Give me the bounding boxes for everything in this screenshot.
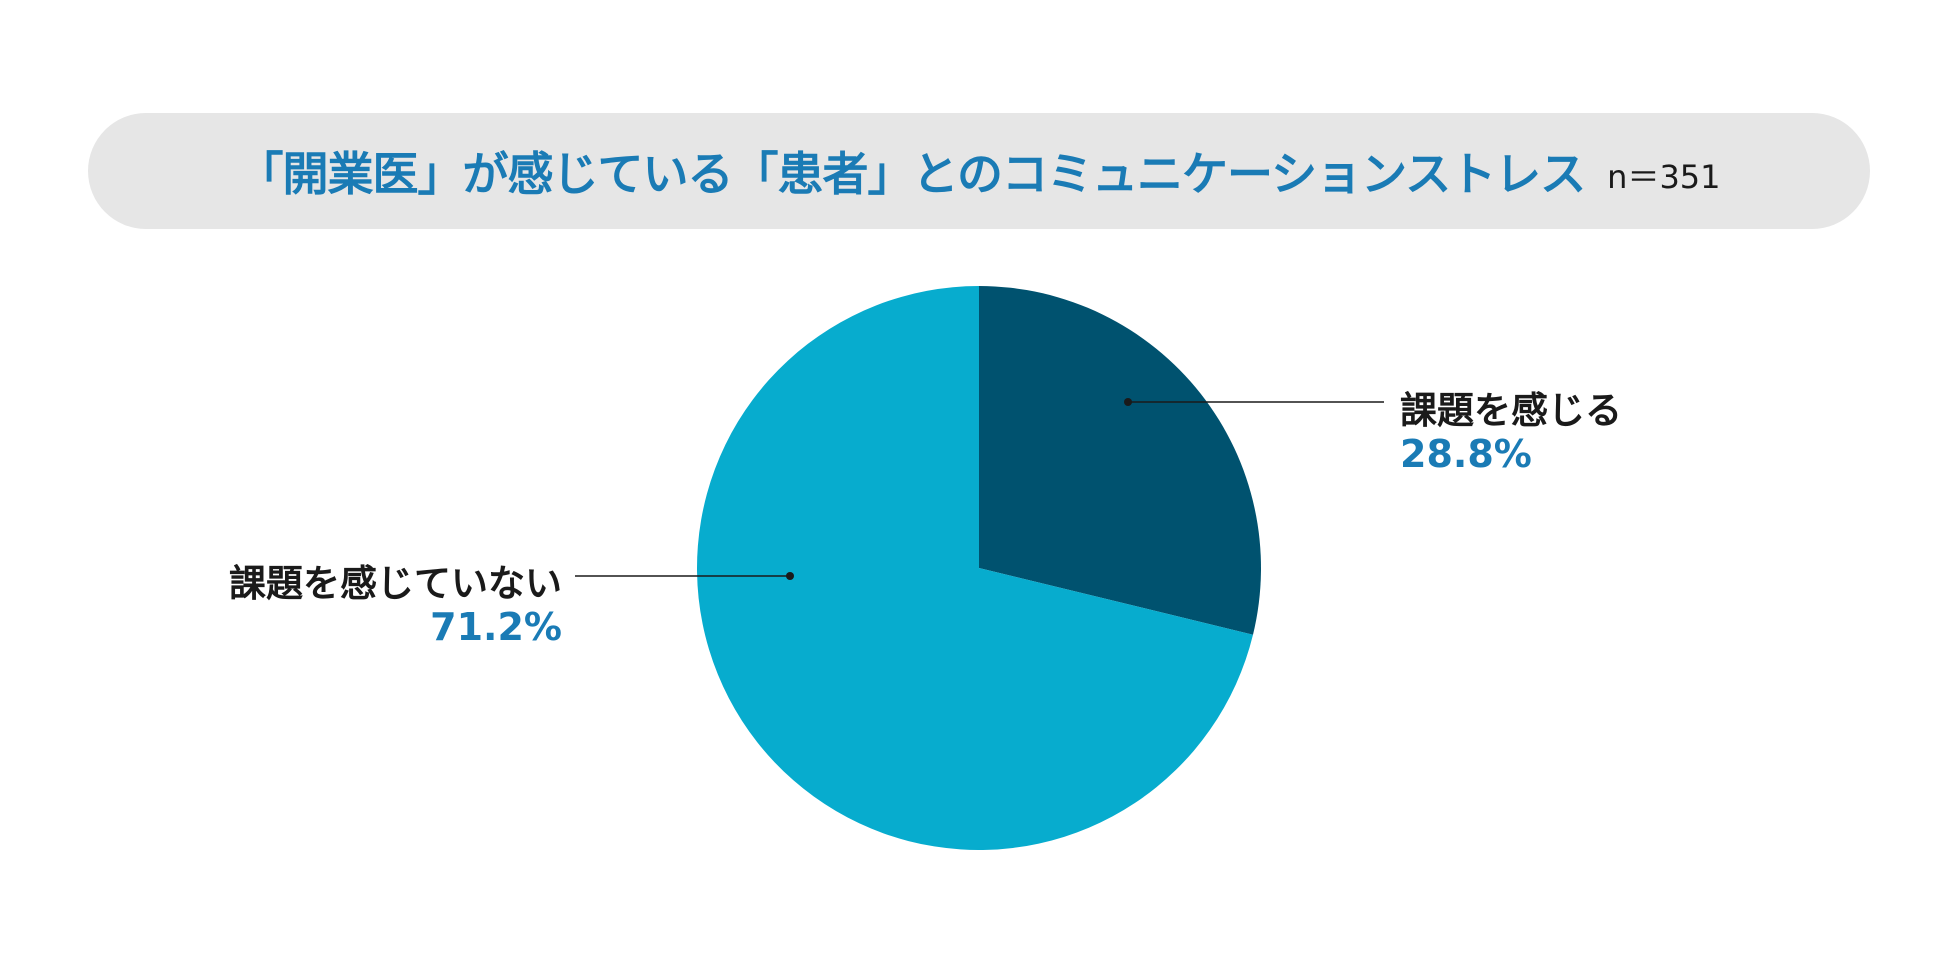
leader-lines <box>575 398 1384 580</box>
leader-line-no-issue <box>575 572 794 580</box>
sample-size: n＝351 <box>1607 158 1721 196</box>
leader-line-no-issue-dot <box>786 572 794 580</box>
pie-slices <box>697 286 1261 850</box>
slice-value-feels-issue: 28.8% <box>1400 432 1532 476</box>
pie-slice-feels-issue <box>979 286 1261 635</box>
chart-title: 「開業医」が感じている「患者」とのコミュニケーションストレス <box>237 147 1586 201</box>
slice-label-feels-issue: 課題を感じる <box>1400 389 1622 432</box>
pie-slice-no-issue <box>697 286 1254 850</box>
slice-label-no-issue: 課題を感じていない <box>229 562 562 605</box>
slice-value-no-issue: 71.2% <box>430 605 562 649</box>
title-banner: 「開業医」が感じている「患者」とのコミュニケーションストレス n＝351 <box>88 113 1870 229</box>
leader-line-feels-issue-dot <box>1124 398 1132 406</box>
leader-line-feels-issue <box>1124 398 1384 406</box>
